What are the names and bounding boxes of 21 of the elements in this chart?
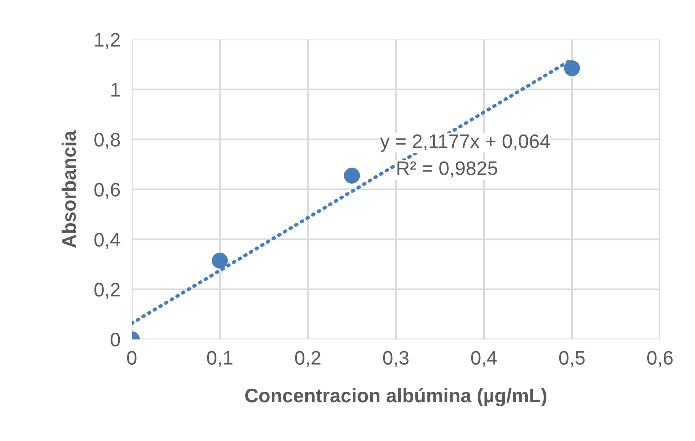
y-tick-label: 0,6 [94, 183, 120, 200]
x-tick-label: 0,3 [383, 351, 409, 368]
x-tick-label: 0,6 [647, 351, 673, 368]
annotation: R² = 0,9825 [398, 162, 498, 178]
y-tick-label: 0,8 [94, 133, 120, 150]
x-tick-label: 0,2 [295, 351, 321, 368]
y-tick-label: 0,2 [94, 283, 120, 300]
y-axis-title: Absorbancia [62, 130, 76, 248]
point [344, 168, 360, 184]
y-tick-label: 1 [112, 83, 120, 97]
x-tick-label: 0,4 [471, 351, 498, 368]
x-tick-label: 0 [127, 351, 137, 365]
x-tick-label: 0,5 [559, 351, 585, 368]
x-tick-label: 0,1 [207, 351, 233, 368]
point [564, 60, 580, 76]
y-tick-label: 1,2 [95, 33, 120, 50]
y-tick-label: 0 [110, 333, 120, 347]
point [212, 252, 228, 269]
x-axis-title: Concentracion albúmina (µg/mL) [246, 388, 547, 407]
y-tick-label: 0,4 [94, 233, 120, 250]
annotation: y = 2,1177x + 0,064 [380, 134, 550, 152]
